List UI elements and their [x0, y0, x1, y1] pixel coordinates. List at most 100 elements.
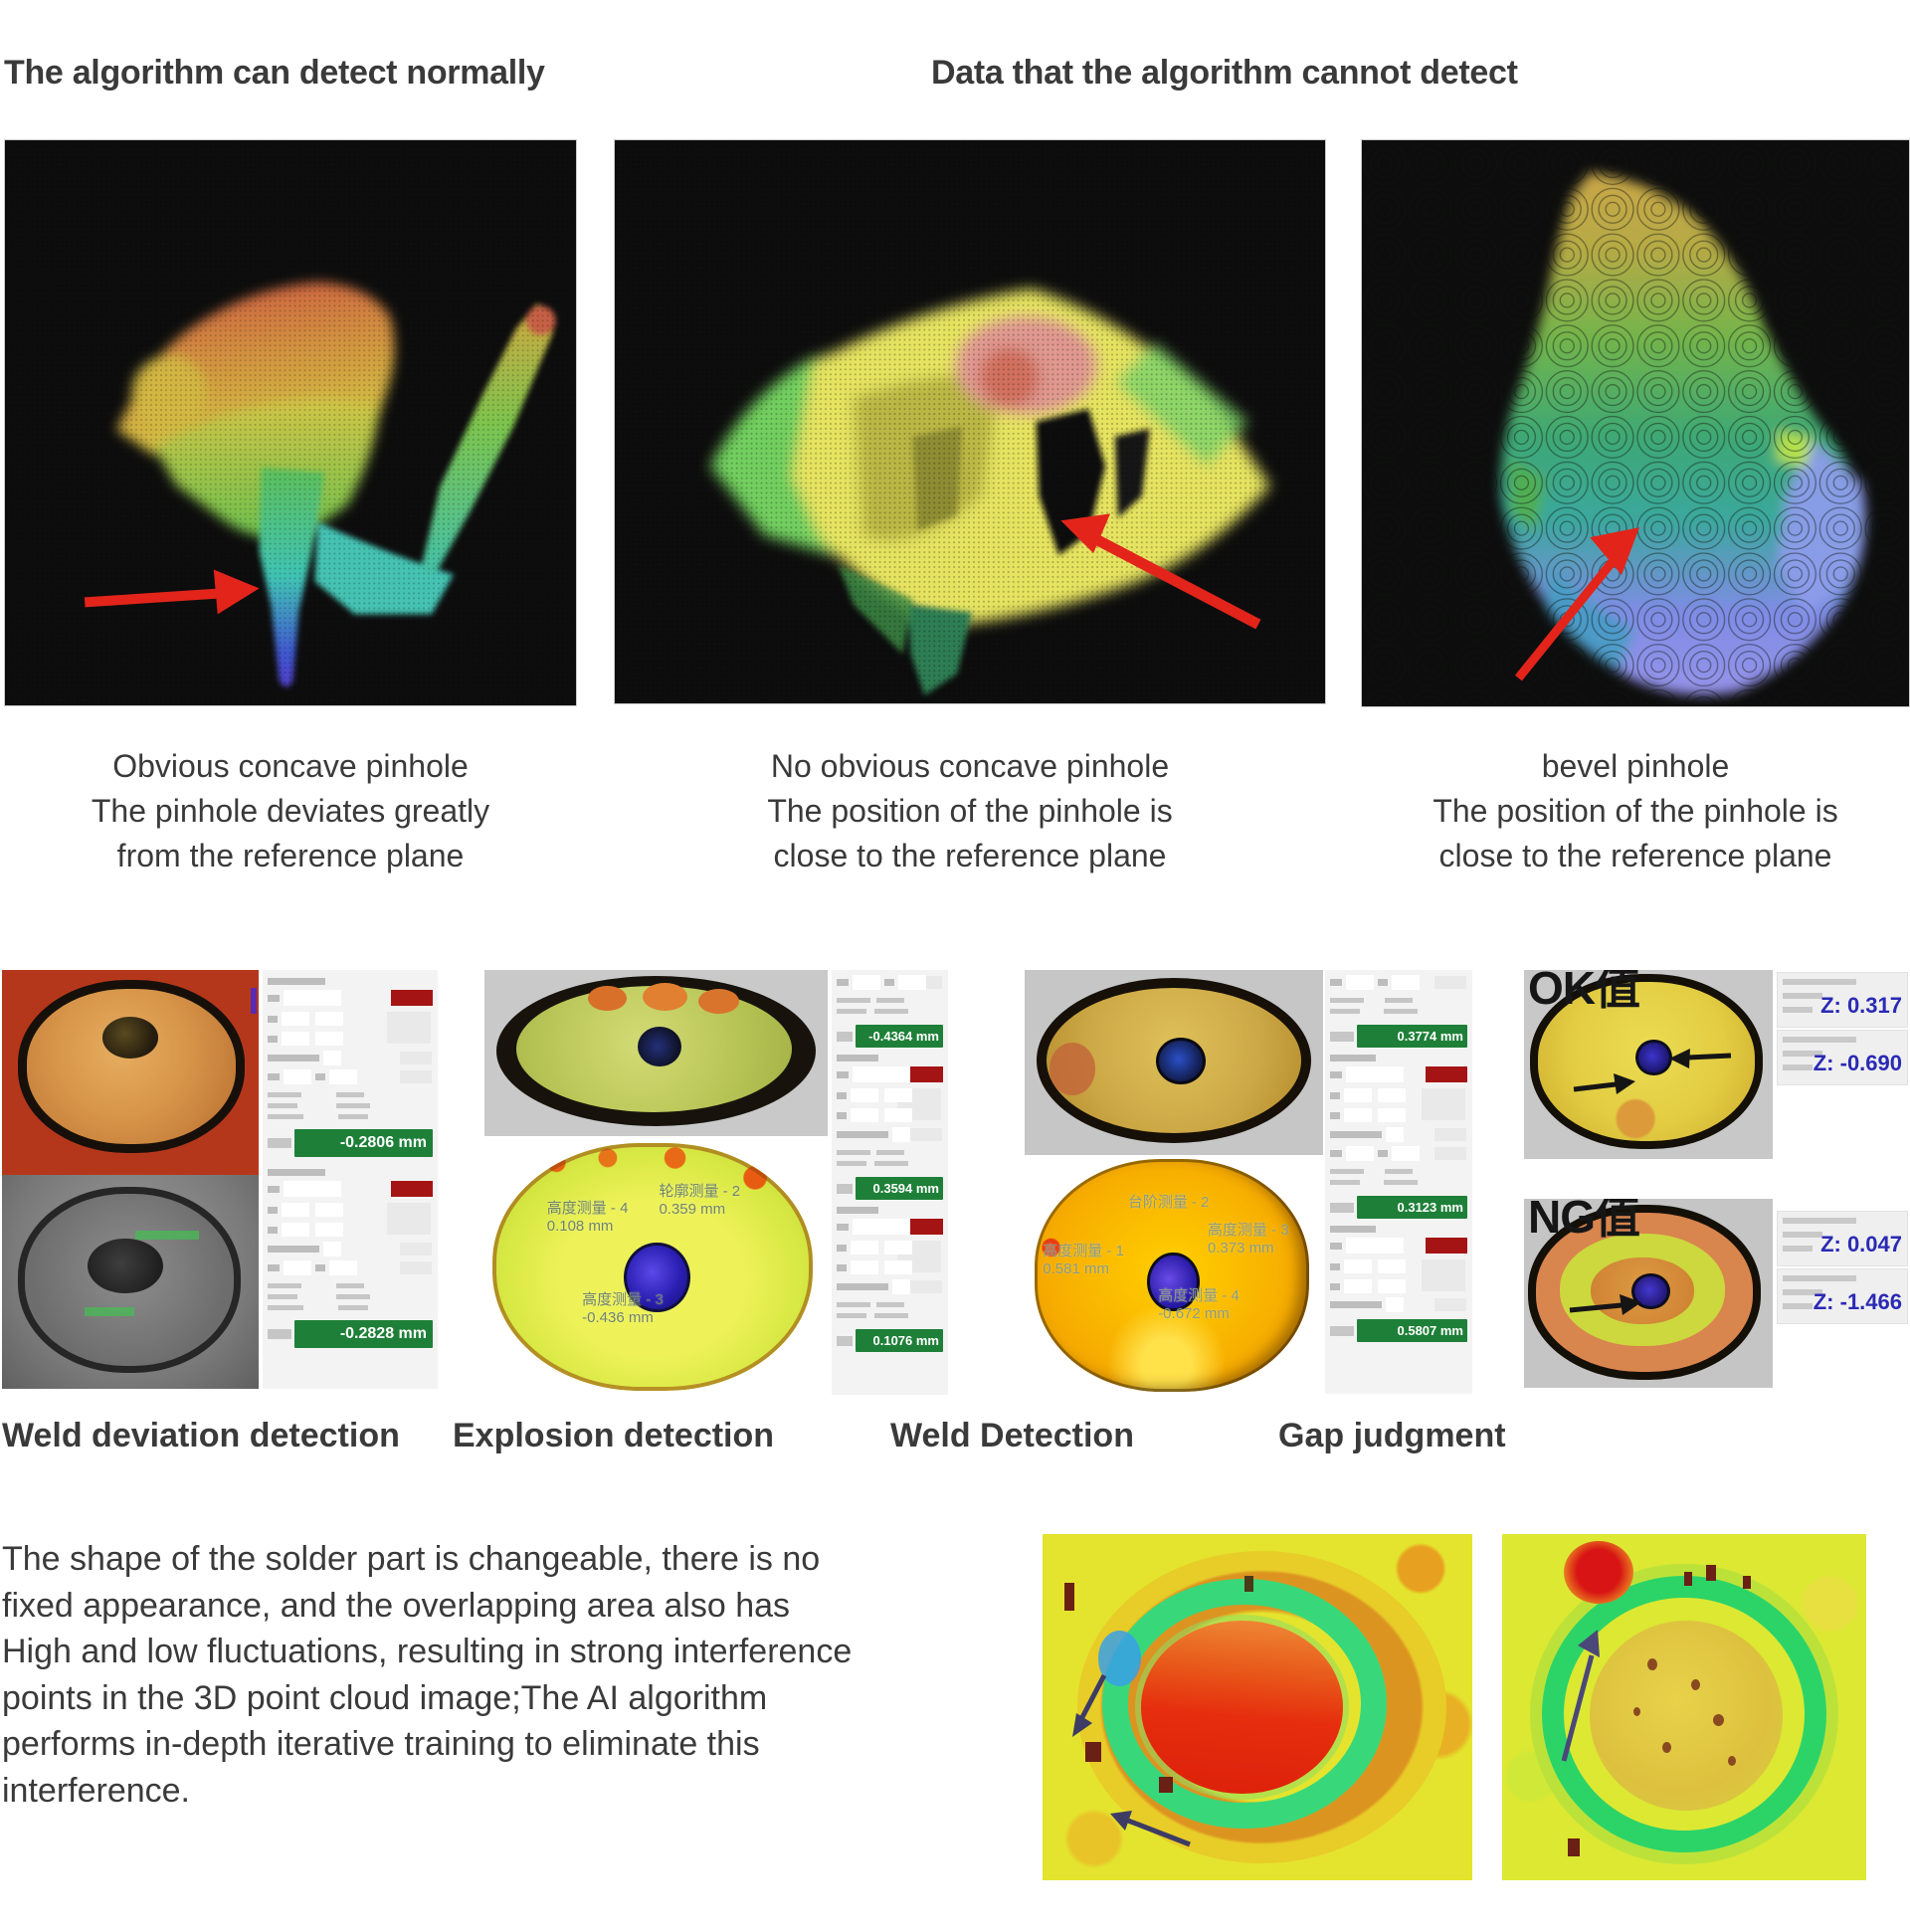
pinhole	[1156, 1037, 1206, 1084]
annotation-value: -0.672 mm	[1158, 1304, 1230, 1322]
pointcloud-image-concave	[4, 139, 577, 706]
debris-cube	[1705, 1565, 1716, 1582]
annotation-value: -0.436 mm	[582, 1309, 654, 1327]
heatmap-blob: 台阶测量 - 2 高度测量 - 1 0.581 mm 高度测量 - 3 0.37…	[1035, 1159, 1309, 1392]
form-title-bar	[268, 978, 325, 985]
paragraph-line: High and low fluctuations, resulting in …	[2, 1633, 853, 1670]
coordinate-fields	[837, 1240, 943, 1275]
measurement-annotation: 高度测量 - 4 -0.672 mm	[1158, 1287, 1240, 1323]
card-text-bar	[1783, 1037, 1856, 1043]
weld-photo-top	[1025, 970, 1323, 1155]
stat-lines	[1330, 996, 1467, 1018]
coordinate-fields	[1330, 1087, 1467, 1123]
stat-lines	[268, 1090, 433, 1122]
form-title-bar	[837, 1055, 878, 1062]
red-dome	[1141, 1621, 1344, 1794]
result-value-badge: 0.3123 mm	[1357, 1196, 1467, 1219]
pointcloud-render-2	[616, 140, 1324, 703]
ring-heatmap-red-center	[1043, 1534, 1472, 1880]
range-field-row	[1330, 1146, 1467, 1161]
result-value-badge: 0.5807 mm	[1357, 1319, 1467, 1342]
coordinate-fields	[1330, 1258, 1467, 1294]
debris-dot	[1647, 1658, 1658, 1671]
z-value: Z: -0.690	[1813, 1051, 1902, 1075]
coordinate-fields	[837, 1087, 943, 1123]
panel-weld-deviation: -0.2806 mm -0.2828 mm	[2, 970, 438, 1389]
percent-field-row	[268, 1051, 433, 1065]
result-value-badge: -0.2806 mm	[294, 1129, 433, 1157]
result-value-badge: 0.3594 mm	[856, 1177, 943, 1200]
form-title-bar	[1330, 1226, 1376, 1233]
result-row: 0.5807 mm	[1330, 1319, 1467, 1342]
debris-dot	[1691, 1679, 1701, 1691]
debris-dot	[1662, 1741, 1672, 1753]
form-title-bar	[837, 1207, 878, 1214]
solder-pad	[18, 1187, 241, 1373]
result-label-bar	[837, 1031, 853, 1042]
annotation-name: 轮廓测量 - 2	[659, 1182, 741, 1200]
result-row: -0.4364 mm	[837, 1025, 943, 1048]
result-row: 0.1076 mm	[837, 1329, 943, 1352]
purple-arrow	[1561, 1630, 1600, 1762]
result-value-badge: -0.2828 mm	[294, 1320, 433, 1348]
annotation-name: 高度测量 - 3	[1207, 1222, 1289, 1240]
pinhole	[1635, 1039, 1672, 1075]
measurement-annotation: 高度测量 - 4 0.108 mm	[547, 1200, 629, 1236]
debris-cube	[1085, 1741, 1102, 1762]
debris-dot	[1727, 1755, 1736, 1766]
caption-line: close to the reference plane	[773, 838, 1167, 873]
result-row: 0.3774 mm	[1330, 1025, 1467, 1048]
range-field-row	[268, 1260, 433, 1275]
measurement-annotation: 高度测量 - 1 0.581 mm	[1043, 1243, 1124, 1278]
result-row: 0.3594 mm	[837, 1177, 943, 1200]
z-value: Z: 0.047	[1820, 1232, 1902, 1256]
solder-pad	[516, 983, 792, 1112]
measurement-annotation: 轮廓测量 - 2 0.359 mm	[659, 1183, 740, 1219]
label-explosion: Explosion detection	[453, 1417, 775, 1454]
z-info-card: Z: 0.047	[1777, 1211, 1908, 1266]
stat-lines	[837, 996, 943, 1018]
form-row-with-red-button	[1330, 1238, 1467, 1254]
annotation-name: 台阶测量 - 2	[1127, 1194, 1210, 1212]
pinhole	[624, 1242, 691, 1313]
stat-lines	[837, 1148, 943, 1170]
z-value: Z: 0.317	[1820, 993, 1902, 1018]
range-field-row	[1330, 975, 1467, 990]
range-field-row	[837, 975, 943, 990]
panel-gap-judgment: OK值 Z: 0.317 Z: -0.690 NG值	[1524, 970, 1910, 1388]
result-label-bar	[1330, 1031, 1354, 1042]
solder-pad	[1530, 974, 1763, 1149]
result-row: 0.3123 mm	[1330, 1196, 1467, 1219]
pointcloud-render-3	[1362, 140, 1909, 706]
label-gap-judgment: Gap judgment	[1278, 1417, 1506, 1454]
form-row-with-red-button	[1330, 1066, 1467, 1082]
measurement-annotation: 高度测量 - 3 -0.436 mm	[582, 1291, 664, 1327]
caption-line: The pinhole deviates greatly	[91, 793, 490, 829]
caption-line: close to the reference plane	[1438, 838, 1832, 873]
z-info-card: Z: 0.317	[1777, 972, 1908, 1028]
result-label-bar	[1330, 1202, 1354, 1213]
heatmap-photo: 高度测量 - 4 0.108 mm 轮廓测量 - 2 0.359 mm 高度测量…	[490, 1141, 821, 1395]
form-row-with-red-button	[837, 1219, 943, 1235]
gap-photo-ok: OK值	[1524, 970, 1773, 1159]
solder-pad-outer	[1528, 1205, 1761, 1380]
burn-spot	[588, 986, 627, 1012]
weld-photo-gray	[2, 1175, 259, 1389]
annotation-value: 0.373 mm	[1207, 1240, 1274, 1257]
solder-pad	[1037, 978, 1311, 1143]
result-row: -0.2806 mm	[268, 1129, 433, 1157]
card-text-bar	[1783, 1303, 1813, 1309]
range-field-row	[268, 1069, 433, 1084]
heatmap-blob: 高度测量 - 4 0.108 mm 轮廓测量 - 2 0.359 mm 高度测量…	[492, 1143, 813, 1391]
debris-dot	[1632, 1707, 1640, 1716]
measurement-annotation: 高度测量 - 3 0.373 mm	[1208, 1222, 1289, 1257]
red-arrow-icon	[1060, 513, 1261, 630]
weld-photo-color	[2, 970, 259, 1175]
coordinate-fields	[268, 1202, 433, 1238]
red-blob	[1564, 1540, 1633, 1604]
debris-dot	[1713, 1713, 1725, 1726]
result-value-badge: 0.3774 mm	[1357, 1025, 1467, 1048]
result-label-bar	[837, 1335, 853, 1346]
result-value-badge: 0.1076 mm	[856, 1329, 943, 1352]
